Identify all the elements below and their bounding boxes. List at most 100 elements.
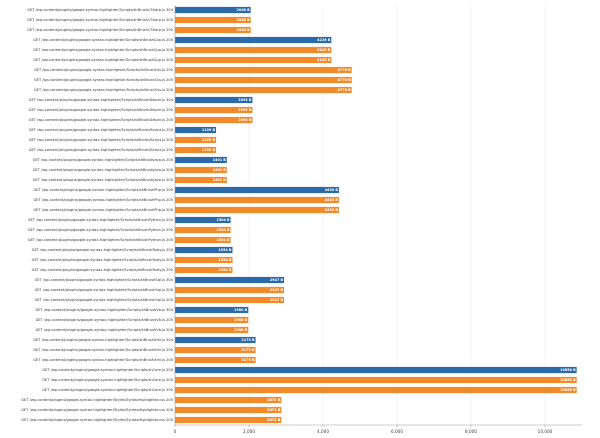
bar — [175, 206, 339, 214]
category-label: GET /wp-content/plugins/google-syntax-hi… — [29, 98, 174, 102]
category-label: GET /wp-content/plugins/google-syntax-hi… — [34, 88, 174, 92]
bar — [175, 26, 251, 34]
data-label: 10856 B — [560, 368, 576, 372]
bar — [175, 366, 577, 374]
category-label: GET /wp-content/plugins/google-syntax-hi… — [34, 78, 174, 82]
category-label: GET /wp-content/plugins/google-syntax-hi… — [28, 218, 174, 222]
bar — [175, 66, 352, 74]
data-label: 4776 B — [338, 88, 352, 92]
category-label: GET /wp-content/plugins/google-syntax-hi… — [33, 198, 173, 202]
data-label: 2947 B — [270, 278, 284, 282]
category-label: GET /wp-content/plugins/google-syntax-hi… — [35, 318, 173, 322]
data-label: 4430 B — [325, 188, 339, 192]
category-label: GET /wp-content/plugins/google-syntax-hi… — [27, 28, 174, 32]
bar — [175, 216, 231, 224]
bar — [175, 246, 233, 254]
category-label: GET /wp-content/plugins/google-syntax-hi… — [33, 188, 173, 192]
bar — [175, 196, 339, 204]
bar — [175, 126, 217, 134]
category-label: GET /wp-content/plugins/google-syntax-hi… — [29, 148, 174, 152]
category-label: GET /wp-content/plugins/google-syntax-hi… — [35, 278, 174, 282]
bar — [175, 86, 352, 94]
x-tick-label: 4,000 — [317, 429, 329, 434]
bar — [175, 136, 217, 144]
x-tick-label: 2,000 — [243, 429, 255, 434]
category-label: GET /wp-content/plugins/google-syntax-hi… — [32, 258, 174, 262]
bar — [175, 36, 332, 44]
bar — [175, 226, 231, 234]
bar — [175, 316, 249, 324]
bar — [175, 236, 231, 244]
bar — [175, 286, 285, 294]
bar — [175, 406, 282, 414]
category-label: GET /wp-content/plugins/google-syntax-hi… — [21, 398, 173, 402]
data-label: 1401 B — [213, 178, 227, 182]
bar — [175, 166, 227, 174]
category-label: GET /wp-content/plugins/google-syntax-hi… — [42, 378, 173, 382]
data-label: 2046 B — [236, 18, 250, 22]
bar — [175, 76, 352, 84]
bar — [175, 396, 282, 404]
category-label: GET /wp-content/plugins/google-syntax-hi… — [42, 368, 173, 372]
data-label: 2947 B — [270, 298, 284, 302]
data-label: 1109 B — [202, 138, 216, 142]
data-label: 2179 B — [241, 348, 255, 352]
data-label: 2093 B — [238, 118, 252, 122]
bar — [175, 276, 285, 284]
data-label: 2046 B — [236, 8, 250, 12]
data-label: 4776 B — [338, 78, 352, 82]
category-label: GET /wp-content/plugins/google-syntax-hi… — [33, 178, 174, 182]
bar — [175, 156, 227, 164]
bar — [175, 56, 332, 64]
category-label: GET /wp-content/plugins/google-syntax-hi… — [29, 118, 174, 122]
category-label: GET /wp-content/plugins/google-syntax-hi… — [29, 138, 174, 142]
category-label: GET /wp-content/plugins/google-syntax-hi… — [28, 228, 174, 232]
bar — [175, 376, 577, 384]
data-label: 1980 B — [234, 318, 248, 322]
category-label: GET /wp-content/plugins/google-syntax-hi… — [27, 8, 174, 12]
category-label: GET /wp-content/plugins/google-syntax-hi… — [35, 308, 173, 312]
category-label: GET /wp-content/plugins/google-syntax-hi… — [27, 18, 174, 22]
category-label: GET /wp-content/plugins/google-syntax-hi… — [42, 388, 173, 392]
data-label: 2093 B — [238, 108, 252, 112]
category-label: GET /wp-content/plugins/google-syntax-hi… — [29, 128, 174, 132]
data-label: 2873 B — [267, 398, 281, 402]
bar — [175, 46, 332, 54]
data-label: 2179 B — [241, 338, 255, 342]
category-label: GET /wp-content/plugins/google-syntax-hi… — [21, 418, 173, 422]
category-label: GET /wp-content/plugins/google-syntax-hi… — [35, 298, 174, 302]
data-label: 1504 B — [216, 238, 230, 242]
data-label: 1554 B — [218, 268, 232, 272]
bar — [175, 106, 253, 114]
bar — [175, 356, 256, 364]
category-label: GET /wp-content/plugins/google-syntax-hi… — [28, 238, 174, 242]
category-label: GET /wp-content/plugins/google-syntax-hi… — [21, 408, 173, 412]
category-label: GET /wp-content/plugins/google-syntax-hi… — [33, 348, 173, 352]
category-label: GET /wp-content/plugins/google-syntax-hi… — [33, 48, 174, 52]
category-label: GET /wp-content/plugins/google-syntax-hi… — [32, 248, 174, 252]
data-label: 1554 B — [218, 248, 232, 252]
bar — [175, 346, 256, 354]
bar — [175, 296, 285, 304]
bar — [175, 326, 249, 334]
data-label: 1980 B — [234, 308, 248, 312]
x-tick-label: 6,000 — [391, 429, 403, 434]
data-label: 1109 B — [202, 148, 216, 152]
bar — [175, 96, 253, 104]
category-label: GET /wp-content/plugins/google-syntax-hi… — [33, 158, 174, 162]
data-label: 4226 B — [317, 38, 331, 42]
bar — [175, 116, 253, 124]
x-tick-label: 8,000 — [465, 429, 477, 434]
bar — [175, 146, 217, 154]
data-label: 1109 B — [202, 128, 216, 132]
category-label: GET /wp-content/plugins/google-syntax-hi… — [33, 208, 173, 212]
data-label: 2947 B — [270, 288, 284, 292]
bar — [175, 176, 227, 184]
bar — [175, 6, 251, 14]
category-label: GET /wp-content/plugins/google-syntax-hi… — [33, 358, 173, 362]
data-label: 2179 B — [241, 358, 255, 362]
bar — [175, 416, 282, 424]
category-label: GET /wp-content/plugins/google-syntax-hi… — [33, 168, 174, 172]
